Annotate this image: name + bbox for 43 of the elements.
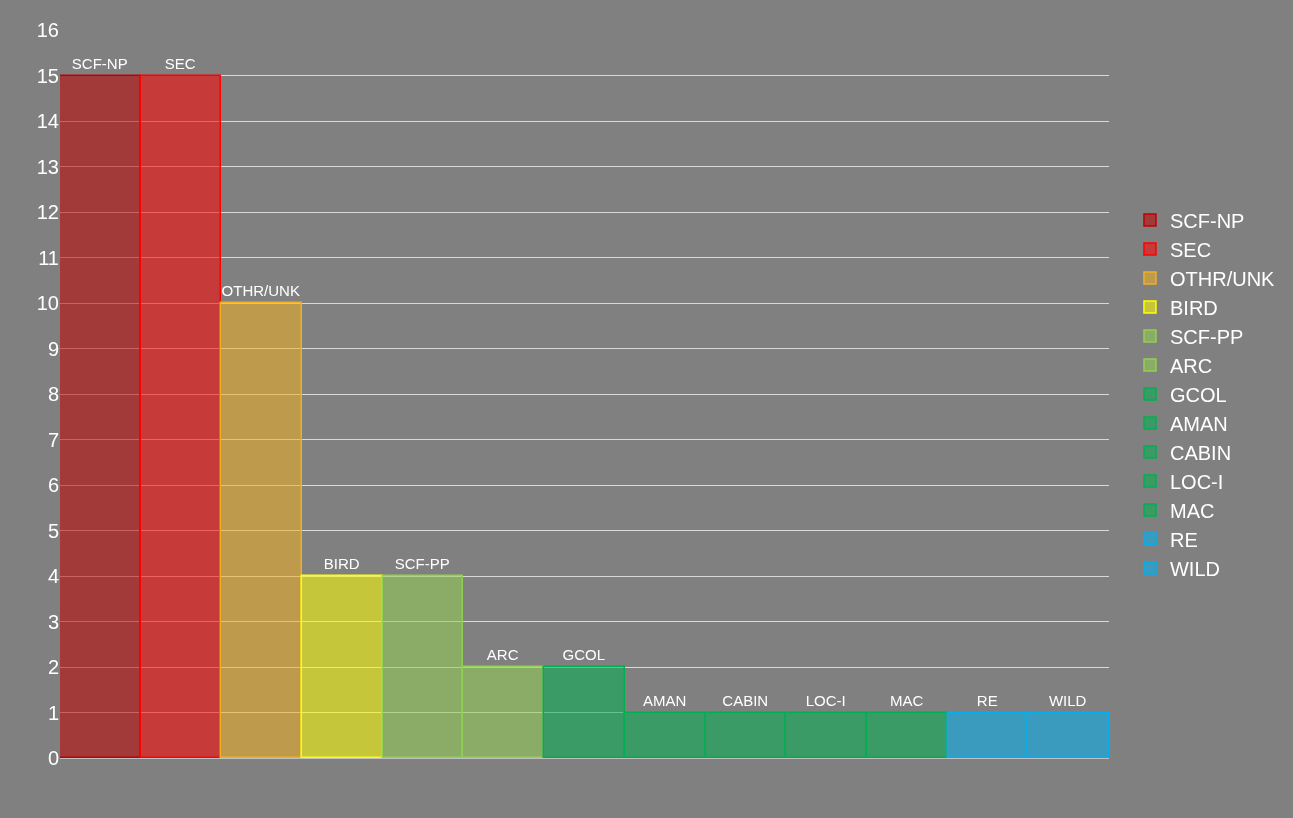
y-tick-label: 3: [47, 610, 59, 633]
legend-label: SCF-PP: [1169, 325, 1244, 348]
text: SCF-PP: [394, 555, 450, 573]
legend-label: RE: [1169, 528, 1198, 551]
y-tick-label: 16: [36, 19, 59, 41]
y-tick-label: 5: [47, 519, 59, 542]
y-tick-label: 12: [36, 201, 59, 223]
text: SEC: [164, 55, 196, 73]
legend-label: CABIN: [1169, 441, 1232, 464]
y-tick-label: 9: [47, 337, 59, 360]
y-tick-label: 2: [47, 656, 59, 678]
text: RE: [976, 692, 998, 710]
text: MAC: [890, 692, 924, 710]
y-tick-label: 14: [36, 110, 59, 132]
legend-label: AMAN: [1169, 412, 1228, 435]
legend-label: SCF-NP: [1169, 209, 1245, 232]
y-tick-label: 8: [47, 383, 59, 405]
text: GCOL: [562, 646, 606, 664]
y-tick-label: 7: [47, 428, 59, 451]
legend-label: ARC: [1169, 354, 1213, 377]
y-tick-label: 1: [47, 701, 59, 724]
text: WILD: [1048, 692, 1087, 710]
y-tick-label: 13: [36, 155, 59, 178]
text: ARC: [486, 646, 519, 664]
text: CABIN: [722, 692, 769, 710]
legend-label: GCOL: [1169, 383, 1227, 406]
y-tick-label: 4: [47, 565, 59, 587]
y-tick-label: 0: [47, 747, 59, 769]
text: AMAN: [643, 692, 687, 710]
y-tick-label: 10: [36, 292, 59, 314]
text: LOC-I: [805, 692, 846, 710]
y-tick-label: 11: [38, 246, 59, 269]
legend-label: BIRD: [1169, 296, 1218, 319]
y-tick-label: 6: [47, 474, 59, 496]
text: SCF-NP: [71, 55, 128, 73]
legend-label: OTHR/UNK: [1169, 267, 1276, 290]
legend-label: LOC-I: [1169, 470, 1224, 493]
y-tick-label: 15: [36, 64, 59, 87]
legend-label: MAC: [1169, 499, 1215, 522]
legend-label: WILD: [1169, 557, 1220, 580]
legend-label: SEC: [1169, 238, 1212, 261]
text: OTHR/UNK: [221, 282, 300, 300]
text: BIRD: [323, 555, 360, 573]
